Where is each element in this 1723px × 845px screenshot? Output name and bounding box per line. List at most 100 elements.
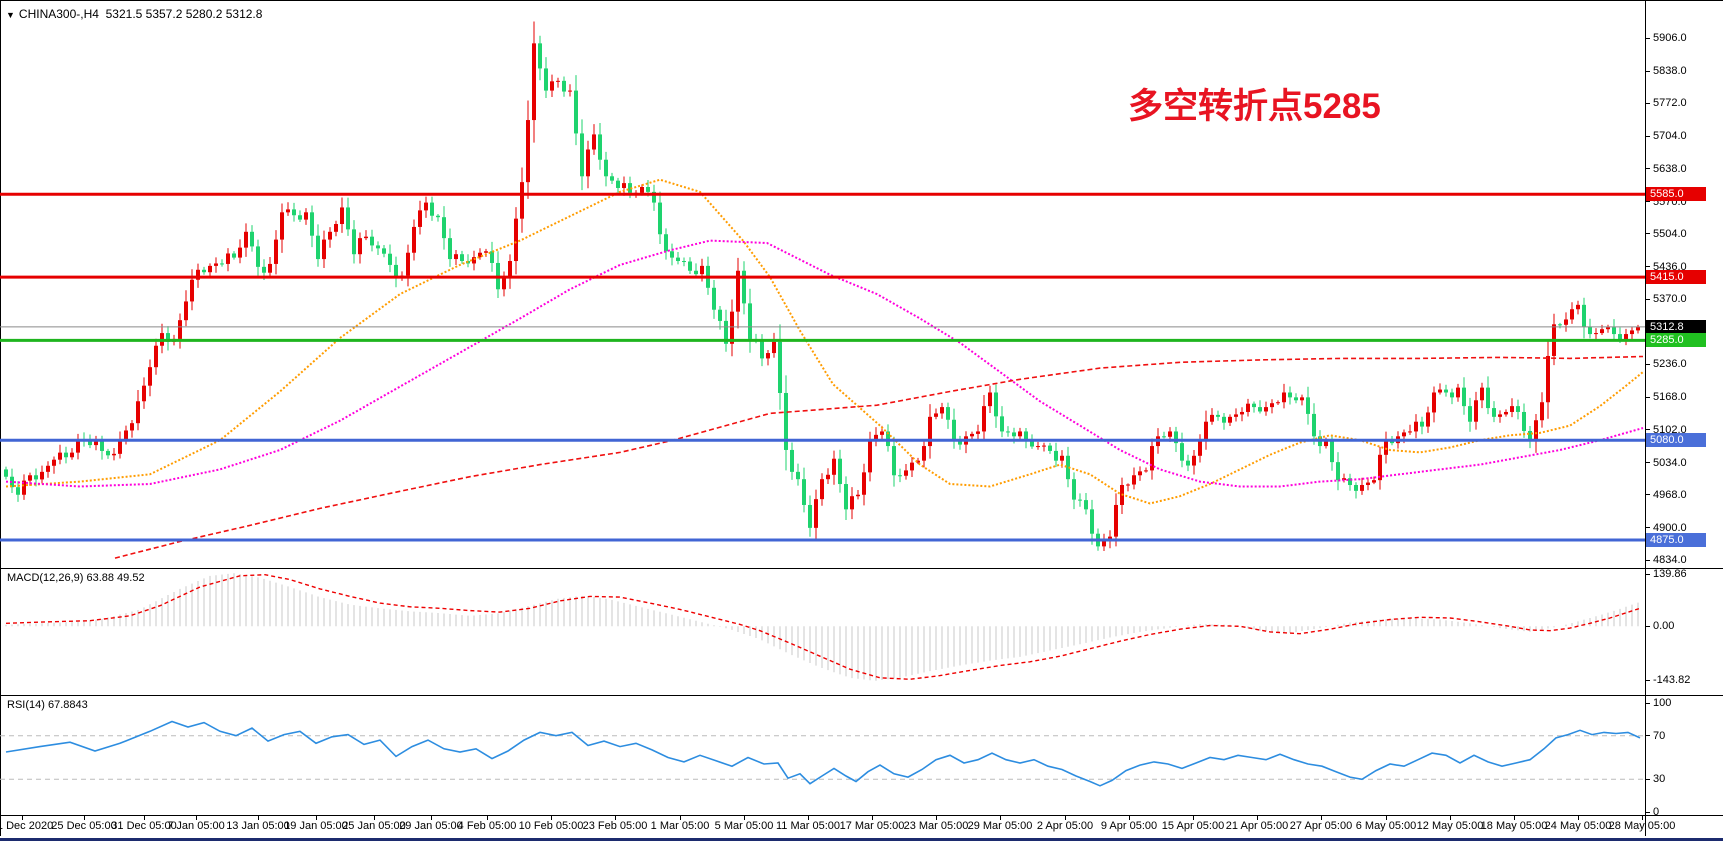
- price-axis-label: 5102.0: [1653, 423, 1687, 436]
- rsi-indicator-label: RSI(14) 67.8843: [7, 699, 88, 711]
- window-left-border: [0, 0, 1, 836]
- price-axis-tick: [1645, 494, 1650, 495]
- price-level-badge: 5312.8: [1646, 319, 1706, 334]
- date-axis-tick: [1257, 816, 1258, 820]
- window-bottom-bar: [0, 838, 1723, 841]
- macd-axis-tick: [1645, 680, 1650, 681]
- date-axis-label: 23 Feb 05:00: [582, 820, 648, 832]
- rsi-axis-tick: [1645, 779, 1650, 780]
- price-axis-label: 4968.0: [1653, 488, 1687, 501]
- date-axis-tick: [615, 816, 616, 820]
- macd-panel[interactable]: [0, 568, 1645, 695]
- date-axis-tick: [487, 816, 488, 820]
- macd-axis-label: -143.82: [1653, 674, 1691, 686]
- rsi-panel[interactable]: [0, 695, 1645, 815]
- date-axis-tick: [258, 816, 259, 820]
- date-axis-tick: [196, 816, 197, 820]
- macd-axis-tick: [1645, 626, 1650, 627]
- date-axis-tick: [936, 816, 937, 820]
- rsi-panel-separator[interactable]: [0, 695, 1723, 696]
- date-axis-label: 15 Apr 05:00: [1161, 820, 1225, 832]
- price-chart[interactable]: [0, 0, 1645, 568]
- price-axis-label: 4900.0: [1653, 521, 1687, 534]
- date-axis-label: 12 May 05:00: [1416, 820, 1484, 832]
- price-axis-label: 5838.0: [1653, 65, 1687, 78]
- date-axis-label: 13 Jan 05:00: [226, 820, 290, 832]
- date-axis-tick: [144, 816, 145, 820]
- date-axis-tick: [1065, 816, 1066, 820]
- symbol-dropdown-icon[interactable]: ▼: [6, 10, 15, 20]
- symbol-period-label: CHINA300-,H4: [18, 7, 99, 21]
- date-axis-tick: [1000, 816, 1001, 820]
- price-level-badge: 5585.0: [1646, 187, 1706, 202]
- macd-panel-separator[interactable]: [0, 568, 1723, 569]
- macd-indicator-label: MACD(12,26,9) 63.88 49.52: [7, 572, 145, 584]
- rsi-axis-tick: [1645, 735, 1650, 736]
- price-axis-label: 5638.0: [1653, 162, 1687, 175]
- price-axis-tick: [1645, 233, 1650, 234]
- price-axis-label: 5034.0: [1653, 456, 1687, 469]
- price-axis-label: 5772.0: [1653, 97, 1687, 110]
- date-axis-tick: [1129, 816, 1130, 820]
- date-axis-label: 4 Feb 05:00: [457, 820, 517, 832]
- date-axis-tick: [1386, 816, 1387, 820]
- date-axis-label: 28 May 05:00: [1608, 820, 1676, 832]
- price-level-badge: 5285.0: [1646, 333, 1706, 348]
- price-axis-label: 5906.0: [1653, 32, 1687, 44]
- date-axis-tick: [1578, 816, 1579, 820]
- date-axis-label: 9 Apr 05:00: [1100, 820, 1158, 832]
- rsi-axis-tick: [1645, 703, 1650, 704]
- date-axis-tick: [22, 816, 23, 820]
- rsi-axis-tick: [1645, 812, 1650, 813]
- date-axis-label: 23 Mar 05:00: [903, 820, 969, 832]
- date-axis-tick: [374, 816, 375, 820]
- price-axis-label: 5436.0: [1653, 260, 1687, 273]
- date-axis-tick: [808, 816, 809, 820]
- price-axis-tick: [1645, 168, 1650, 169]
- price-axis-label: 5168.0: [1653, 391, 1687, 404]
- price-axis-tick: [1645, 364, 1650, 365]
- window-top-border: [0, 0, 1723, 1]
- price-axis-label: 5370.0: [1653, 293, 1687, 305]
- rsi-axis-label: 70: [1653, 729, 1666, 742]
- date-axis-label: 2 Apr 05:00: [1036, 820, 1094, 832]
- date-axis-label: 19 Jan 05:00: [284, 820, 348, 832]
- macd-axis-label: 139.86: [1653, 568, 1687, 580]
- price-axis-tick: [1645, 71, 1650, 72]
- price-axis-label: 5236.0: [1653, 358, 1687, 371]
- date-axis-tick: [1193, 816, 1194, 820]
- price-axis-tick: [1645, 560, 1650, 561]
- date-axis-label: 5 Mar 05:00: [714, 820, 774, 832]
- date-axis-label: 25 Dec 05:00: [51, 820, 117, 832]
- date-axis-tick: [744, 816, 745, 820]
- date-axis-tick: [1321, 816, 1322, 820]
- price-axis-tick: [1645, 266, 1650, 267]
- date-axis-label: 1 Mar 05:00: [650, 820, 710, 832]
- ohlc-values: 5321.5 5357.2 5280.2 5312.8: [105, 7, 263, 21]
- date-axis-label: 17 Mar 05:00: [839, 820, 905, 832]
- date-axis-tick: [551, 816, 552, 820]
- date-axis-tick: [680, 816, 681, 820]
- date-axis-border: [0, 815, 1723, 816]
- date-axis-label: 7 Jan 05:00: [167, 820, 225, 832]
- price-axis-tick: [1645, 299, 1650, 300]
- date-axis-label: 24 May 05:00: [1544, 820, 1612, 832]
- price-level-badge: 4875.0: [1646, 533, 1706, 548]
- rsi-axis-label: 0: [1653, 806, 1660, 818]
- price-axis-label: 4834.0: [1653, 554, 1687, 566]
- date-axis-tick: [872, 816, 873, 820]
- price-axis-tick: [1645, 429, 1650, 430]
- date-axis-label: 11 Mar 05:00: [775, 820, 841, 832]
- date-axis-label: 18 May 05:00: [1480, 820, 1548, 832]
- date-axis-label: 6 May 05:00: [1355, 820, 1417, 832]
- price-axis-tick: [1645, 527, 1650, 528]
- price-axis-tick: [1645, 103, 1650, 104]
- date-axis-label: 21 Dec 2020: [0, 820, 54, 832]
- date-axis-tick: [316, 816, 317, 820]
- price-axis-label: 5504.0: [1653, 227, 1687, 240]
- macd-axis-tick: [1645, 574, 1650, 575]
- date-axis-tick: [1514, 816, 1515, 820]
- date-axis-tick: [431, 816, 432, 820]
